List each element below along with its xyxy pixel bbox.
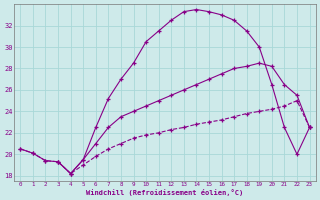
X-axis label: Windchill (Refroidissement éolien,°C): Windchill (Refroidissement éolien,°C): [86, 189, 244, 196]
